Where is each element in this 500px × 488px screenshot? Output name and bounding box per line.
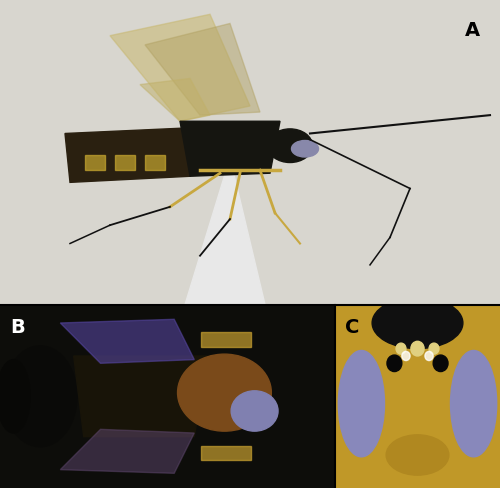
Bar [115,156,135,171]
Ellipse shape [372,298,463,349]
Ellipse shape [178,354,272,431]
Text: C: C [345,318,360,337]
Bar [145,156,165,171]
Circle shape [396,344,406,354]
Circle shape [425,352,433,361]
Bar [85,156,105,171]
Ellipse shape [0,360,30,433]
Text: A: A [465,21,480,41]
Ellipse shape [386,435,449,475]
Polygon shape [185,159,265,305]
Text: B: B [10,318,25,337]
Circle shape [411,342,424,356]
Circle shape [292,141,318,158]
Ellipse shape [356,334,480,481]
Polygon shape [60,429,194,473]
Polygon shape [145,24,260,116]
Polygon shape [110,15,250,122]
Ellipse shape [268,130,312,163]
Circle shape [429,344,439,354]
Circle shape [387,355,402,372]
Ellipse shape [231,391,278,431]
Ellipse shape [4,346,77,447]
Polygon shape [60,320,194,364]
Ellipse shape [450,351,496,457]
Polygon shape [74,356,208,437]
Ellipse shape [338,351,384,457]
Bar [201,446,252,461]
Bar [201,332,252,347]
Circle shape [402,352,410,361]
Polygon shape [140,79,210,122]
Polygon shape [180,122,280,177]
Circle shape [433,355,448,372]
Polygon shape [65,128,200,183]
